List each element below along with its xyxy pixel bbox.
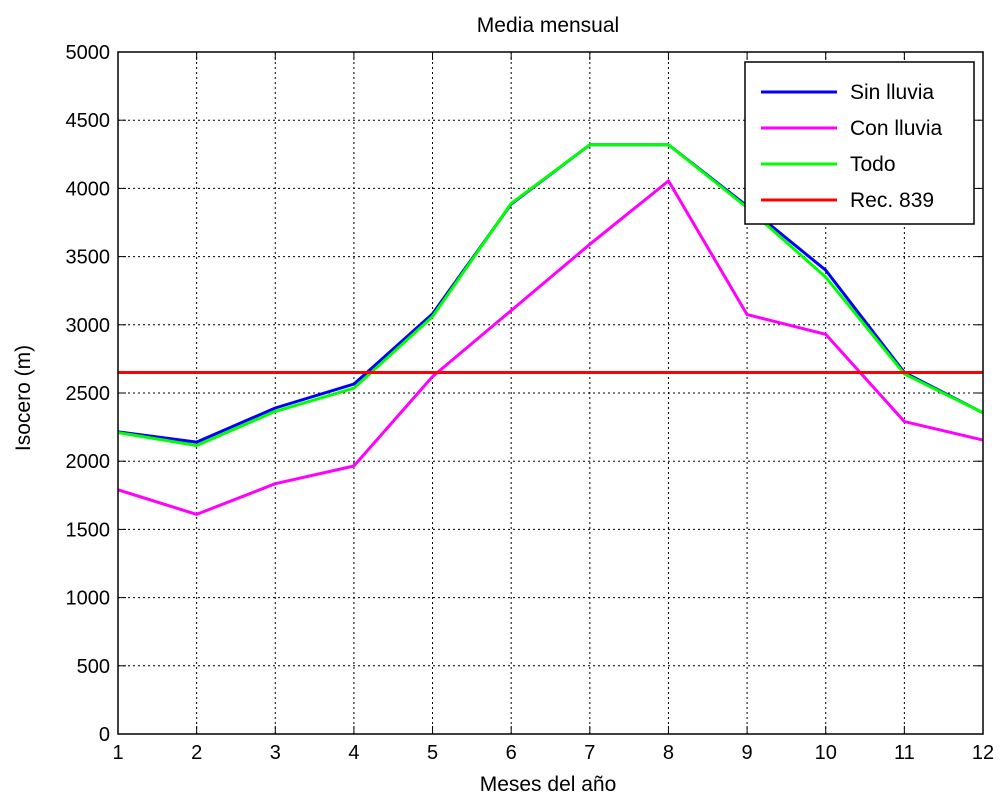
x-tick-label: 9 [742, 742, 753, 764]
plot-frame [117, 51, 984, 735]
legend-label: Rec. 839 [850, 189, 934, 212]
y-tick-label: 4500 [66, 110, 111, 132]
x-tick-label: 10 [815, 742, 837, 764]
x-tick-label: 1 [112, 742, 123, 764]
x-tick-label: 2 [191, 742, 202, 764]
y-axis-title: Isocero (m) [12, 345, 35, 451]
x-tick-label: 11 [894, 742, 915, 764]
chart-title: Media mensual [477, 14, 619, 37]
legend-box [744, 61, 975, 225]
series-lines [117, 143, 984, 516]
x-tick-label: 6 [506, 742, 517, 764]
y-tick-label: 1500 [66, 519, 111, 541]
legend-label: Sin lluvia [850, 81, 934, 104]
legend-label: Con lluvia [850, 117, 943, 140]
y-tick-label: 3500 [66, 247, 111, 269]
y-tick-label: 0 [99, 724, 110, 746]
y-tick-label: 1000 [66, 588, 111, 610]
x-tick-label: 4 [348, 742, 359, 764]
y-tick-label: 4000 [66, 178, 111, 200]
y-tick-label: 2500 [66, 383, 111, 405]
y-tick-label: 3000 [66, 315, 111, 337]
x-tick-label: 8 [663, 742, 674, 764]
x-tick-label: 3 [270, 742, 281, 764]
axis-ticks: 1 2 3 4 5 6 7 8 9 10 11 120500100015002000250030003… [66, 42, 995, 764]
y-tick-label: 5000 [66, 42, 111, 64]
series-line-1 [117, 179, 984, 516]
legend: Sin lluvia Con lluvia Todo Rec. 839 [744, 61, 975, 225]
x-tick-label: 5 [427, 742, 438, 764]
y-tick-label: 500 [77, 656, 110, 678]
x-axis-title: Meses del año [480, 773, 617, 796]
x-tick-label: 7 [584, 742, 595, 764]
series-line-2 [117, 143, 984, 447]
legend-label: Todo [850, 153, 896, 176]
x-tick-label: 12 [972, 742, 994, 764]
y-tick-label: 2000 [66, 451, 111, 473]
